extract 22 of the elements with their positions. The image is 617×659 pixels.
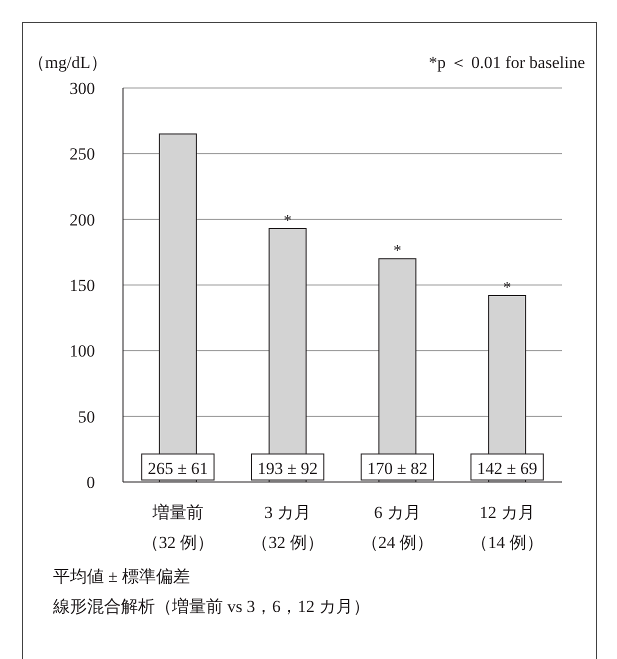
y-tick-label: 300 <box>70 79 95 98</box>
y-tick-label: 0 <box>86 473 95 492</box>
annotation: * <box>503 280 512 297</box>
y-tick-label: 150 <box>70 276 95 295</box>
data-label: 170 ± 82 <box>367 459 428 478</box>
y-tick-label: 50 <box>78 407 95 426</box>
text: *p ＜ 0.01 for baseline <box>428 53 585 72</box>
y-tick-label: 250 <box>70 144 95 164</box>
y-axis-title: （mg/dL） <box>28 53 108 72</box>
annotation: * <box>284 212 292 230</box>
x-tick-label: 3 カ月（32 例） <box>252 503 324 552</box>
data-label: 265 ± 61 <box>148 459 208 478</box>
data-label: 142 ± 69 <box>476 459 538 478</box>
annotation: * <box>393 242 402 260</box>
y-tick-label: 200 <box>70 210 95 230</box>
x-tick-label: 6 カ月（24 例） <box>361 503 434 552</box>
x-tick-label: 12 カ月（14 例） <box>471 503 544 552</box>
x-tick-label: 増量前（32 例） <box>142 503 214 552</box>
y-tick-label: 100 <box>70 342 95 361</box>
text: 線形混合解析（増量前 vs 3，6，12 カ月） <box>52 597 370 616</box>
text: 平均値 ± 標準偏差 <box>53 567 190 586</box>
data-label: 193 ± 92 <box>257 459 318 478</box>
